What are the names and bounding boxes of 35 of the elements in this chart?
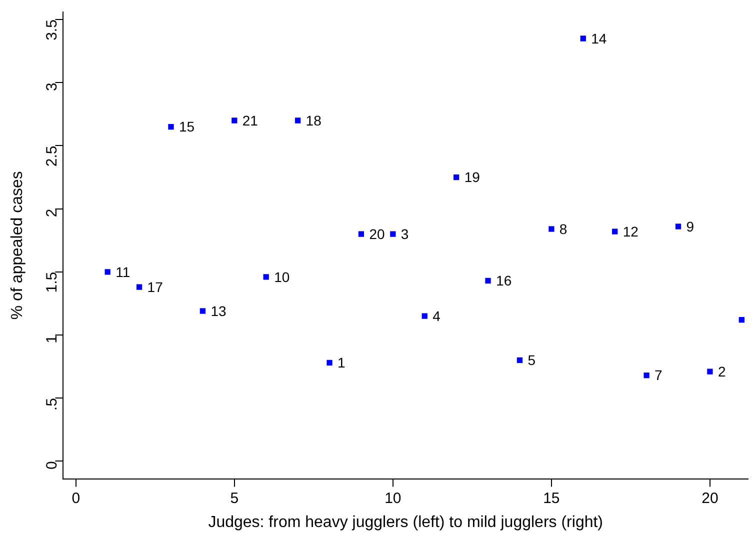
annotation: 12 [622,223,639,240]
annotation: 20 [369,226,385,242]
x-tick-label: 15 [543,490,560,507]
x-tick-label: 20 [702,490,718,507]
y-axis-title: % of appealed cases [9,171,26,320]
x-tick-label: 5 [230,490,239,507]
annotation: 18 [306,112,322,128]
annotation: 4 [432,308,441,324]
annotation: 14 [591,30,607,46]
annotation: 2 [718,363,726,380]
annotation: 5 [528,352,536,368]
annotation: 21 [242,112,258,128]
y-tick-label: 3 [43,82,60,91]
annotation: 1 [338,354,346,371]
annotation: 3 [400,226,409,242]
annotation: 13 [210,302,226,319]
annotation: 7 [654,367,663,384]
x-tick-label: 0 [72,490,80,507]
annotation: 10 [274,268,290,285]
annotation: 8 [559,220,568,237]
y-tick-label: .5 [43,398,60,411]
y-tick-label: 3.5 [43,20,60,40]
y-tick-label: 1.5 [43,272,60,293]
annotation: 9 [686,218,694,234]
y-tick-label: 2 [43,208,60,218]
annotation: 16 [496,272,512,289]
y-tick-label: 1 [43,334,60,344]
annotation: 15 [178,118,195,135]
y-tick-label: 2.5 [43,146,60,167]
annotation: 11 [116,264,130,280]
annotation: 17 [147,278,164,295]
x-tick-label: 10 [384,490,402,507]
x-axis-title: Judges: from heavy jugglers (left) to mild jugglers (right) [208,514,604,531]
annotation: 19 [464,169,480,186]
y-tick-label: 0 [43,461,60,470]
